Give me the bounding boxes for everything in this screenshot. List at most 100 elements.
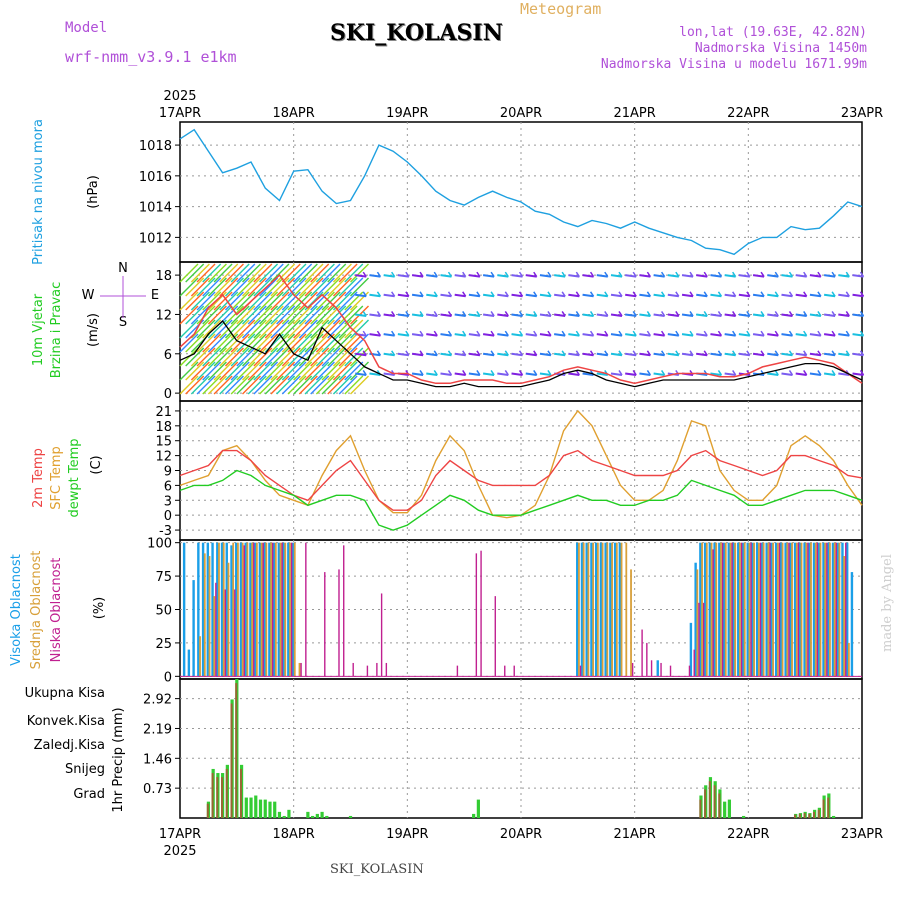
- wind-unit-label: (m/s): [86, 313, 101, 347]
- wind-barb: [660, 330, 666, 337]
- wind-barb: [681, 313, 694, 317]
- low-cloud-bar: [494, 596, 496, 677]
- wind-barb: [632, 330, 637, 337]
- wind-barb: [625, 293, 637, 298]
- low-cloud-bar: [669, 665, 672, 677]
- wind-barb: [831, 291, 836, 297]
- wind-barb: [760, 370, 765, 376]
- wind-barb: [610, 333, 623, 337]
- wind-barb: [327, 305, 347, 325]
- high-cloud-bar: [609, 542, 612, 677]
- wind-barb: [454, 352, 466, 357]
- wind-barb: [287, 263, 307, 283]
- wind-barb: [310, 291, 330, 311]
- wind-barb: [310, 305, 330, 325]
- wind-barb: [350, 277, 369, 297]
- wind-barb: [440, 352, 452, 357]
- wind-barb: [304, 319, 324, 339]
- pressure-panel-frame: [179, 121, 863, 263]
- wind-barb: [196, 277, 216, 297]
- mid-cloud-bar: [218, 542, 220, 677]
- high-cloud-bar: [211, 542, 214, 677]
- wind-barb: [632, 291, 637, 297]
- wind-barb: [362, 291, 367, 297]
- low-cloud-bar: [224, 589, 227, 677]
- wind-barb: [575, 370, 580, 376]
- conv-precip-bar: [239, 768, 242, 818]
- wind-barb: [242, 277, 262, 297]
- wind-barb: [454, 274, 466, 278]
- wind-barb: [293, 277, 313, 297]
- wind-barb: [397, 352, 409, 357]
- low-cloud-bar: [835, 542, 837, 677]
- wind-barb: [224, 263, 244, 283]
- wind-barb: [440, 313, 452, 317]
- low-cloud-bar: [807, 542, 809, 677]
- wind-barb: [504, 291, 509, 297]
- wind-barb: [310, 347, 330, 367]
- wind-barb: [504, 311, 509, 317]
- high-cloud-bar: [192, 580, 195, 677]
- wind-barb: [760, 350, 765, 356]
- wind-barb: [293, 375, 313, 395]
- wind-barb: [298, 347, 318, 367]
- wind-barb: [582, 333, 594, 337]
- high-cloud-bar: [268, 542, 271, 677]
- wind-barb: [568, 352, 580, 357]
- wind-barb: [817, 311, 822, 317]
- wind-barb: [604, 350, 609, 356]
- low-cloud-bar: [631, 662, 634, 677]
- compass-north: N: [118, 261, 128, 276]
- wind-barb: [604, 330, 609, 337]
- wind-barb: [653, 274, 665, 278]
- wind-barb: [376, 350, 382, 356]
- wind-barb: [304, 305, 324, 325]
- low-cloud-bar: [243, 545, 245, 677]
- mid-cloud-bar: [601, 542, 604, 677]
- wind-barb: [703, 311, 708, 317]
- wind-barb: [717, 330, 723, 337]
- wind-barb: [738, 293, 750, 298]
- wind-barb: [760, 291, 765, 297]
- mid-cloud-bar: [241, 542, 244, 677]
- mid-cloud-bar: [776, 542, 779, 677]
- precip-ytick-label: 2.19: [143, 722, 172, 737]
- wind-barb: [190, 347, 210, 367]
- wind-barb: [575, 311, 580, 317]
- wind-barb: [213, 375, 233, 395]
- wind-barb: [675, 311, 680, 317]
- wind-barb: [568, 372, 580, 376]
- wind-barb: [823, 293, 836, 298]
- wind-barb: [281, 333, 301, 353]
- wind-barb: [632, 311, 637, 317]
- mid-cloud-bar: [753, 542, 756, 677]
- wind-barb: [568, 333, 580, 337]
- temperature-ytick-label: 6: [164, 479, 172, 494]
- wind-barb: [207, 333, 227, 353]
- high-cloud-bar: [604, 542, 607, 677]
- wind-barb: [213, 347, 233, 367]
- wind-barb: [447, 271, 453, 278]
- mid-cloud-bar: [824, 542, 827, 677]
- high-cloud-bar: [216, 542, 219, 677]
- wind-barb: [344, 375, 364, 395]
- wind-barb: [525, 333, 537, 337]
- wind-barb: [696, 274, 708, 278]
- wind-barb: [689, 311, 694, 317]
- high-cloud-bar: [737, 542, 740, 677]
- wind-barb: [310, 333, 330, 353]
- wind-barb: [310, 375, 330, 395]
- wind-barb: [746, 311, 751, 317]
- wind-barb: [397, 274, 409, 278]
- low-cloud-axis-title: Niska Oblacnost: [49, 558, 64, 663]
- total-precip-bar: [254, 795, 258, 818]
- temperature-ytick-label: 18: [155, 420, 172, 435]
- wind-barb: [327, 333, 347, 353]
- wind-barb: [213, 333, 233, 353]
- wind-barb: [350, 319, 369, 339]
- wind-barb: [230, 277, 250, 297]
- wind-barb: [561, 330, 566, 337]
- wind-barb: [362, 370, 367, 376]
- high-cloud-bar: [850, 572, 854, 677]
- wind-barb: [411, 274, 424, 278]
